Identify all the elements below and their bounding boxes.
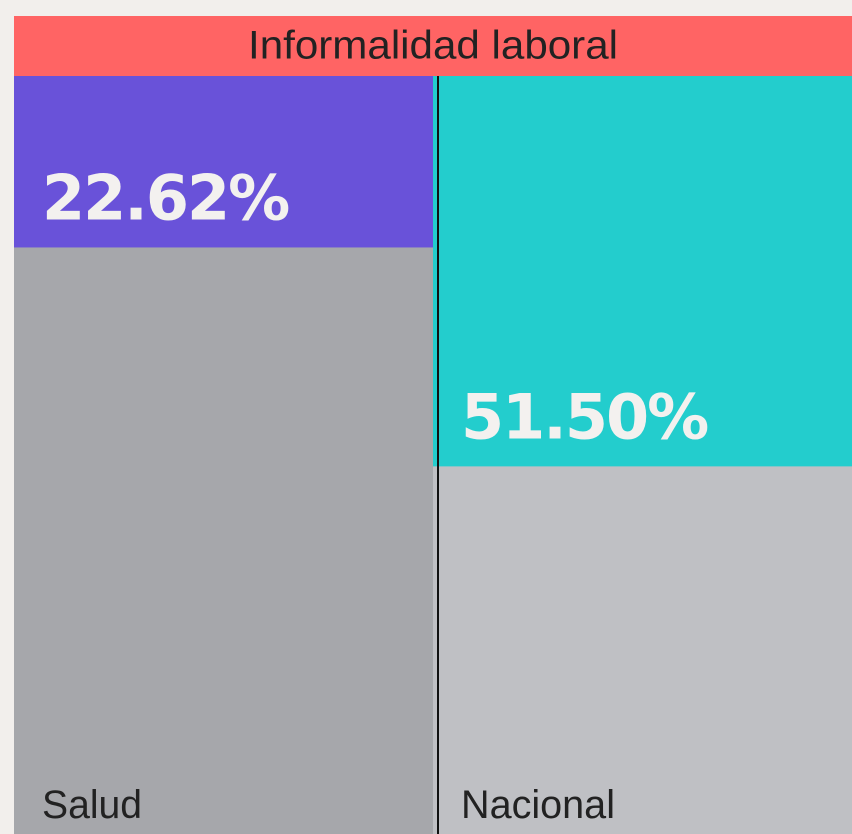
value-label: 51.50% <box>461 380 708 453</box>
category-label: Nacional <box>461 783 615 827</box>
bar <box>433 76 852 467</box>
chart-title: Informalidad laboral <box>248 24 618 68</box>
bar <box>14 76 433 248</box>
category-label: Salud <box>42 783 142 827</box>
value-label: 22.62% <box>42 161 289 234</box>
title-bar <box>14 16 852 76</box>
